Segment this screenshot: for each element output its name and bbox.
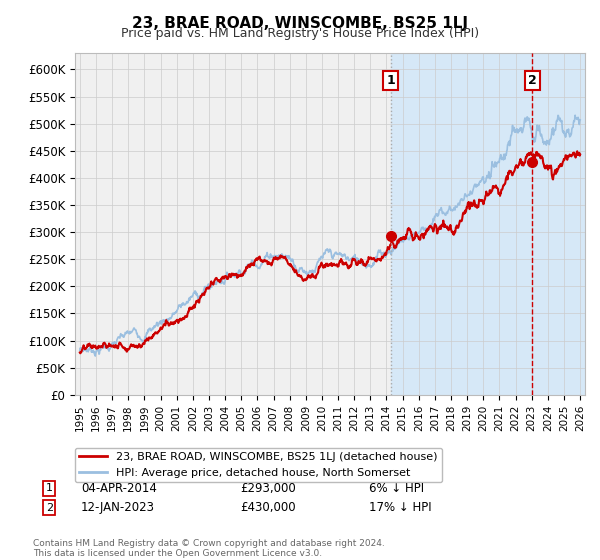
- Text: 6% ↓ HPI: 6% ↓ HPI: [369, 482, 424, 495]
- Legend: 23, BRAE ROAD, WINSCOMBE, BS25 1LJ (detached house), HPI: Average price, detache: 23, BRAE ROAD, WINSCOMBE, BS25 1LJ (deta…: [75, 448, 442, 482]
- Text: Contains HM Land Registry data © Crown copyright and database right 2024.
This d: Contains HM Land Registry data © Crown c…: [33, 539, 385, 558]
- Text: £430,000: £430,000: [240, 501, 296, 515]
- Text: 1: 1: [386, 74, 395, 87]
- Text: 1: 1: [46, 483, 53, 493]
- Bar: [391, 53, 588, 395]
- Text: 17% ↓ HPI: 17% ↓ HPI: [369, 501, 431, 515]
- Text: 2: 2: [46, 503, 53, 513]
- Text: £293,000: £293,000: [240, 482, 296, 495]
- Text: 12-JAN-2023: 12-JAN-2023: [81, 501, 155, 515]
- Text: 23, BRAE ROAD, WINSCOMBE, BS25 1LJ: 23, BRAE ROAD, WINSCOMBE, BS25 1LJ: [132, 16, 468, 31]
- Text: Price paid vs. HM Land Registry's House Price Index (HPI): Price paid vs. HM Land Registry's House …: [121, 27, 479, 40]
- Text: 2: 2: [528, 74, 537, 87]
- Text: 04-APR-2014: 04-APR-2014: [81, 482, 157, 495]
